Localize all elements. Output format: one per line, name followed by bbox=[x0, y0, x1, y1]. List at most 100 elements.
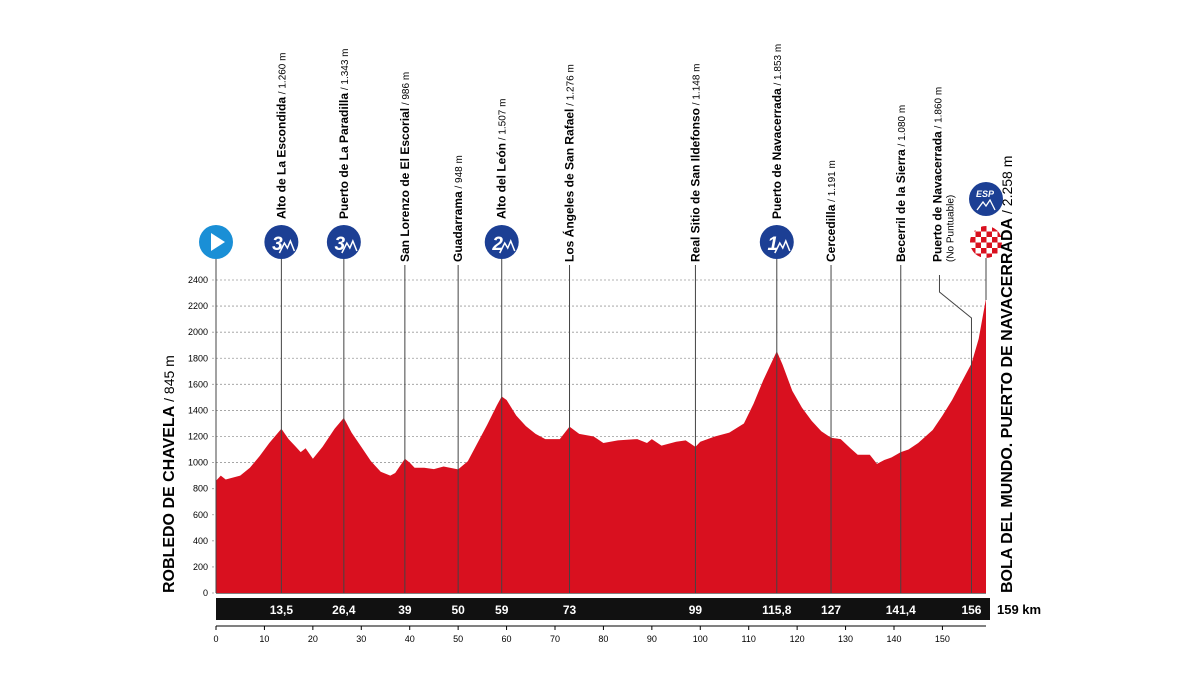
y-tick-label: 2200 bbox=[188, 301, 208, 311]
x-tick-label: 120 bbox=[790, 634, 805, 644]
finish-altitude: / 2.258 m bbox=[999, 156, 1015, 218]
climb-label: Puerto de Navacerrada / 1.860 m bbox=[930, 87, 944, 262]
climb-altitude: / 1.080 m bbox=[897, 105, 908, 149]
climb-name: Puerto de La Paradilla bbox=[337, 93, 351, 219]
x-tick-label: 90 bbox=[647, 634, 657, 644]
esp-badge-label: ESP bbox=[976, 189, 995, 199]
y-tick-label: 800 bbox=[193, 484, 208, 494]
climb-altitude: / 1.853 m bbox=[773, 44, 784, 88]
climb-altitude: / 1.148 m bbox=[691, 64, 702, 108]
climb-label: Cercedilla / 1.191 m bbox=[824, 160, 838, 262]
y-axis-tick-labels: 0 200 400 600 800 1000 1200 1400 1600 1800 2000 220… bbox=[188, 275, 208, 598]
category-badge: 2 bbox=[484, 225, 519, 259]
badge-category-number: 2 bbox=[491, 234, 503, 255]
flag-square bbox=[970, 226, 976, 232]
km-marker-label: 26,4 bbox=[332, 603, 356, 617]
flag-square bbox=[975, 253, 981, 258]
km-marker-label: 50 bbox=[451, 603, 465, 617]
flag-square bbox=[992, 259, 998, 265]
y-tick-label: 2000 bbox=[188, 327, 208, 337]
y-tick-label: 1200 bbox=[188, 432, 208, 442]
climb-name: Guadarrama bbox=[451, 191, 465, 262]
flag-square bbox=[992, 237, 998, 243]
flag-square bbox=[986, 253, 992, 258]
play-triangle-icon bbox=[211, 233, 225, 251]
start-label: ROBLEDO DE CHAVELA / 845 m bbox=[161, 355, 178, 593]
climb-connector-line bbox=[938, 275, 972, 593]
flag-square bbox=[992, 226, 998, 232]
km-marker-label: 59 bbox=[495, 603, 509, 617]
finish-label: BOLA DEL MUNDO. PUERTO DE NAVACERRADA / … bbox=[999, 156, 1016, 593]
x-tick-label: 30 bbox=[356, 634, 366, 644]
climb-label: Becerril de la Sierra / 1.080 m bbox=[894, 105, 908, 262]
climb-label: Puerto de Navacerrada / 1.853 m bbox=[770, 44, 784, 219]
badge-category-number: 3 bbox=[272, 234, 283, 255]
climb-altitude: / 986 m bbox=[401, 72, 412, 108]
badge-circle bbox=[484, 225, 519, 259]
mountain-icon bbox=[278, 239, 296, 254]
climb-name: Becerril de la Sierra bbox=[894, 149, 908, 262]
x-tick-label: 60 bbox=[502, 634, 512, 644]
climb-altitude: / 948 m bbox=[454, 155, 465, 191]
x-tick-label: 100 bbox=[693, 634, 708, 644]
x-tick-label: 20 bbox=[308, 634, 318, 644]
y-tick-label: 600 bbox=[193, 510, 208, 520]
km-marker-labels: 13,5 26,4 39 50 59 73 99 115,8 127 141,4 156 bbox=[270, 603, 982, 617]
climb-connector-lines bbox=[280, 259, 972, 593]
km-marker-label: 127 bbox=[821, 603, 841, 617]
esp-badge bbox=[969, 182, 1003, 216]
climb-name: Alto del León bbox=[495, 143, 509, 219]
badge-circle bbox=[759, 225, 794, 259]
category-badge: 3 bbox=[264, 225, 299, 259]
y-tick-label: 400 bbox=[193, 536, 208, 546]
climb-note: (No Puntuable) bbox=[945, 195, 956, 262]
climb-altitude: / 1.191 m bbox=[827, 160, 838, 204]
total-distance-label: 159 km bbox=[997, 602, 1041, 617]
km-marker-label: 141,4 bbox=[886, 603, 916, 617]
x-tick-label: 40 bbox=[405, 634, 415, 644]
km-marker-label: 39 bbox=[398, 603, 412, 617]
y-tick-label: 200 bbox=[193, 562, 208, 572]
x-tick-label: 130 bbox=[838, 634, 853, 644]
climb-name: Puerto de Navacerrada bbox=[930, 131, 944, 262]
badge-category-number: 3 bbox=[335, 234, 346, 255]
climb-altitude: / 1.860 m bbox=[933, 87, 944, 131]
y-tick-label: 1600 bbox=[188, 379, 208, 389]
x-tick-label: 50 bbox=[453, 634, 463, 644]
flag-square bbox=[975, 242, 981, 248]
x-tick-label: 110 bbox=[742, 634, 756, 644]
km-marker-label: 99 bbox=[689, 603, 703, 617]
climb-labels: Alto de La Escondida / 1.260 m Puerto de … bbox=[274, 44, 956, 262]
x-tick-label: 80 bbox=[598, 634, 608, 644]
climb-label: Guadarrama / 948 m bbox=[451, 155, 465, 262]
km-marker-label: 13,5 bbox=[270, 603, 294, 617]
climb-altitude: / 1.276 m bbox=[566, 64, 577, 108]
flag-square bbox=[986, 231, 992, 237]
flag-square bbox=[997, 231, 1002, 237]
finish-label-group: ESP BOLA DEL MUNDO. PUERTO DE NAVACERRADA… bbox=[969, 156, 1016, 593]
flag-square bbox=[992, 248, 998, 254]
km-marker-label: 73 bbox=[563, 603, 577, 617]
km-marker-label: 115,8 bbox=[762, 603, 792, 617]
climb-name: Los Ángeles de San Rafael bbox=[562, 109, 577, 262]
start-label-group: ROBLEDO DE CHAVELA / 845 m bbox=[161, 225, 233, 593]
finish-name: BOLA DEL MUNDO. PUERTO DE NAVACERRADA bbox=[999, 217, 1016, 593]
climb-name: Alto de La Escondida bbox=[274, 97, 288, 219]
x-tick-label: 70 bbox=[550, 634, 560, 644]
flag-square bbox=[975, 231, 981, 237]
badge-category-number: 1 bbox=[768, 234, 779, 255]
y-tick-label: 1800 bbox=[188, 353, 208, 363]
climb-name: Real Sitio de San Ildefonso bbox=[688, 108, 702, 262]
category-badge: 1 bbox=[759, 225, 794, 259]
climb-label: Alto del León / 1.507 m bbox=[495, 99, 509, 219]
climb-name: Cercedilla bbox=[824, 204, 838, 262]
flag-square bbox=[981, 237, 987, 243]
flag-square bbox=[981, 226, 987, 232]
flag-square bbox=[970, 237, 976, 243]
mountain-icon bbox=[976, 198, 996, 211]
badge-circle bbox=[264, 225, 299, 259]
x-axis: 0 10 20 30 40 50 60 70 80 90 100 110 120 130 140 150 bbox=[213, 625, 986, 644]
category-badges: 3 3 2 1 bbox=[264, 225, 794, 259]
climb-altitude: / 1.343 m bbox=[340, 48, 351, 92]
km-marker-label: 156 bbox=[961, 603, 981, 617]
